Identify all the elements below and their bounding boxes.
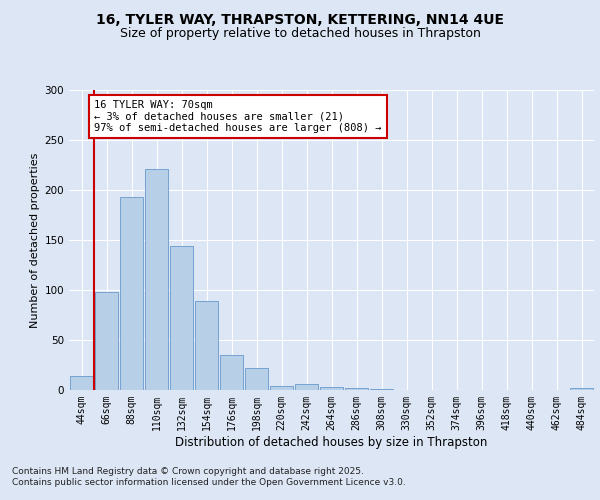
Bar (570, 388, 593, 390)
Bar (270, 386, 293, 390)
Bar (295, 384, 318, 390)
Bar (95, 292, 118, 390)
Bar (370, 389, 393, 390)
Y-axis label: Number of detached properties: Number of detached properties (30, 152, 40, 328)
X-axis label: Distribution of detached houses by size in Thrapston: Distribution of detached houses by size … (175, 436, 488, 448)
Bar (345, 388, 368, 390)
Bar (320, 387, 343, 390)
Bar (245, 368, 268, 390)
Text: 16 TYLER WAY: 70sqm
← 3% of detached houses are smaller (21)
97% of semi-detache: 16 TYLER WAY: 70sqm ← 3% of detached hou… (94, 100, 382, 133)
Text: 16, TYLER WAY, THRAPSTON, KETTERING, NN14 4UE: 16, TYLER WAY, THRAPSTON, KETTERING, NN1… (96, 12, 504, 26)
Bar (70, 376, 93, 390)
Text: Contains HM Land Registry data © Crown copyright and database right 2025.
Contai: Contains HM Land Registry data © Crown c… (12, 468, 406, 487)
Bar (170, 246, 193, 390)
Bar (195, 301, 218, 390)
Text: Size of property relative to detached houses in Thrapston: Size of property relative to detached ho… (119, 28, 481, 40)
Bar (145, 169, 168, 390)
Bar (220, 355, 243, 390)
Bar (120, 197, 143, 390)
